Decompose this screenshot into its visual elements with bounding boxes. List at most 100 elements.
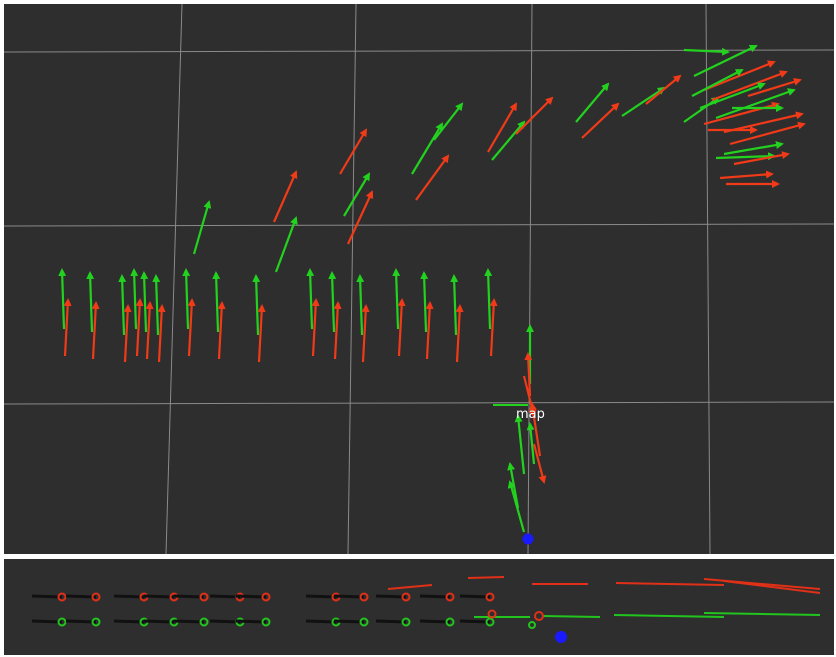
green-arrow [252,274,261,336]
green-track-shaft [235,619,267,624]
red-arrow [487,102,518,153]
red-arrow [347,190,374,245]
green-track-marker [485,617,495,627]
green-track-shaft [333,619,365,624]
red-track-shaft [305,594,337,599]
green-track-shaft [143,619,175,624]
red-track-line [723,580,821,594]
red-track-marker [401,592,411,602]
red-track-marker [359,592,369,602]
red-arrow [455,304,464,363]
green-track-line [541,615,601,618]
red-track-shaft [333,594,365,599]
green-arrow [621,86,666,117]
red-track-line [615,582,725,586]
red-arrow [397,298,406,357]
green-track-marker [91,617,101,627]
red-arrow [63,298,72,357]
green-track-marker [445,617,455,627]
green-arrow [484,268,493,330]
green-arrow [328,271,337,333]
green-arrow [212,271,221,333]
green-arrow [575,82,610,123]
green-arrow [130,268,139,330]
red-arrow [91,301,100,360]
red-arrow [187,298,196,357]
red-track-marker [487,609,497,619]
red-track-shaft [143,594,175,599]
green-arrow [420,271,429,333]
red-track-line [467,576,505,579]
green-track-marker [57,617,67,627]
side-tracks [31,576,821,629]
red-track-shaft [173,594,205,599]
green-track-shaft [113,619,145,624]
green-arrow [491,120,526,161]
pose-arrows [58,45,806,533]
green-arrow [58,268,67,330]
green-arrow [723,141,784,156]
green-arrow [86,271,95,333]
red-arrow [581,102,620,139]
red-arrow [747,77,802,98]
top-scene: map [4,4,834,554]
red-track-shaft [113,594,145,599]
red-track-shaft [235,594,267,599]
red-arrow [157,304,166,363]
red-arrow [272,170,298,223]
green-track-shaft [173,619,205,624]
red-track-marker [445,592,455,602]
red-arrow [528,402,542,457]
green-arrow [343,172,371,217]
green-arrow [433,102,464,141]
red-arrow [719,170,774,180]
red-arrow [489,298,498,357]
red-arrow [532,443,547,484]
green-arrow [715,152,776,161]
green-track-line [703,612,821,616]
green-arrow [274,216,298,273]
green-track-shaft [419,619,451,624]
green-arrow [152,274,161,336]
red-track-marker [485,592,495,602]
green-arrow [693,45,758,77]
green-arrow [514,414,526,475]
green-arrow [691,69,744,97]
red-track-shaft [209,594,241,599]
red-track-shaft [419,594,451,599]
green-arrow [118,274,127,336]
green-track-marker [359,617,369,627]
green-arrow [356,274,365,336]
map-frame-axis: map [493,404,545,422]
red-arrow [361,304,370,363]
green-track-shaft [209,619,241,624]
red-track-shaft [65,594,97,599]
green-track-marker [199,617,209,627]
red-arrow [711,70,788,102]
green-arrow [411,122,444,175]
green-track-marker [528,621,536,629]
green-track-line [613,614,725,618]
red-track-marker [199,592,209,602]
red-arrow [425,301,434,360]
red-arrow [729,121,806,146]
red-arrow [733,151,790,166]
rviz-top-viewport[interactable]: map [4,4,834,554]
red-arrow [339,128,368,175]
red-arrow [311,298,320,357]
green-arrow [683,47,730,56]
red-track-marker [91,592,101,602]
green-arrow [140,271,149,333]
red-track-shaft [459,594,491,599]
green-arrow [450,274,459,336]
green-track-shaft [31,619,63,624]
rviz-side-viewport[interactable] [4,559,834,655]
green-track-shaft [65,619,97,624]
green-arrow [683,96,720,123]
red-arrow [645,74,682,105]
green-track-marker [401,617,411,627]
red-arrow [415,154,450,201]
green-arrow [526,422,536,465]
red-arrow [333,301,342,360]
red-arrow [515,96,554,135]
